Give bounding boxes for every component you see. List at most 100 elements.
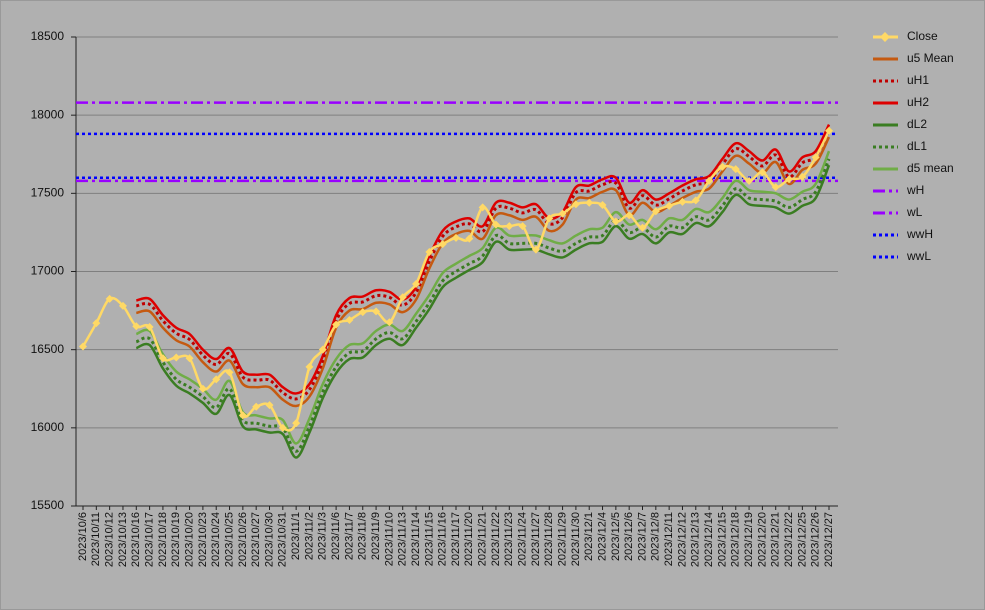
legend-label: wwL (906, 249, 931, 263)
x-tick-label: 2023/11/27 (530, 512, 542, 566)
data-point (571, 200, 580, 209)
x-tick-label: 2023/10/19 (170, 512, 182, 567)
data-point (558, 209, 567, 218)
x-tick-label: 2023/12/25 (796, 512, 808, 567)
x-tick-label: 2023/12/20 (756, 512, 768, 567)
data-point (79, 342, 87, 351)
data-point (465, 234, 474, 243)
data-point (305, 362, 314, 371)
x-tick-label: 2023/10/31 (277, 512, 289, 567)
x-tick-label: 2023/11/7 (343, 512, 355, 560)
data-point (292, 419, 301, 428)
data-point (505, 222, 514, 231)
x-tick-label: 2023/10/27 (250, 512, 262, 567)
data-point (651, 207, 660, 216)
x-tick-label: 2023/11/29 (556, 512, 568, 566)
legend-marker (880, 32, 890, 42)
data-point (212, 375, 221, 384)
legend-label: wH (906, 183, 924, 197)
x-tick-label: 2023/10/11 (90, 512, 102, 566)
x-tick-label: 2023/12/21 (770, 512, 782, 567)
data-point (158, 354, 167, 363)
data-point (758, 168, 767, 177)
x-tick-label: 2023/12/11 (663, 512, 675, 566)
x-tick-label: 2023/12/4 (596, 512, 608, 561)
x-tick-label: 2023/10/6 (77, 512, 89, 561)
y-tick-label: 18500 (31, 29, 65, 43)
x-tick-label: 2023/10/20 (183, 512, 195, 567)
data-point (625, 211, 634, 220)
x-tick-label: 2023/11/6 (330, 512, 342, 560)
data-point (531, 245, 540, 254)
x-tick-label: 2023/12/13 (690, 512, 702, 567)
x-tick-label: 2023/11/10 (383, 512, 395, 566)
data-point (611, 217, 620, 226)
data-point (345, 315, 354, 324)
x-tick-label: 2023/11/3 (317, 512, 329, 560)
data-point (132, 322, 141, 331)
data-point (665, 201, 674, 210)
x-tick-label: 2023/11/23 (503, 512, 515, 566)
data-point (318, 345, 327, 354)
data-point (825, 126, 833, 135)
data-point (771, 183, 780, 192)
x-tick-label: 2023/12/14 (703, 512, 715, 567)
x-tick-label: 2023/11/8 (357, 512, 369, 560)
data-point (372, 307, 381, 316)
y-tick-label: 17500 (31, 186, 65, 200)
data-point (425, 247, 434, 256)
data-point (678, 197, 687, 206)
legend-label: u5 Mean (907, 51, 954, 65)
x-tick-label: 2023/11/1 (290, 512, 302, 560)
data-point (705, 176, 714, 185)
x-tick-label: 2023/12/5 (610, 512, 622, 561)
x-tick-label: 2023/12/15 (716, 512, 728, 567)
x-tick-label: 2023/10/18 (157, 512, 169, 567)
x-tick-label: 2023/12/7 (636, 512, 648, 561)
x-tick-label: 2023/11/22 (490, 512, 502, 566)
series-line (135, 150, 831, 445)
data-point (598, 201, 607, 210)
data-point (225, 368, 234, 377)
data-point (731, 165, 740, 174)
data-point (718, 162, 727, 171)
x-tick-label: 2023/10/17 (144, 512, 156, 567)
x-tick-label: 2023/10/16 (130, 512, 142, 567)
x-tick-label: 2023/12/6 (623, 512, 635, 561)
x-tick-label: 2023/11/14 (410, 512, 422, 566)
x-tick-label: 2023/12/1 (583, 512, 595, 561)
x-tick-label: 2023/12/19 (743, 512, 755, 567)
data-point (118, 301, 127, 310)
data-point (172, 353, 181, 362)
data-point (358, 308, 367, 317)
x-tick-label: 2023/11/28 (543, 512, 555, 566)
legend-label: dL2 (907, 117, 927, 131)
x-tick-label: 2023/11/21 (477, 512, 489, 566)
y-tick-label: 18000 (31, 107, 65, 121)
x-tick-label: 2023/12/26 (810, 512, 822, 567)
data-point (332, 320, 341, 329)
data-point (638, 223, 647, 232)
y-tick-label: 16500 (31, 342, 65, 356)
data-point (398, 293, 407, 302)
series-line (136, 136, 831, 408)
data-point (478, 203, 487, 212)
x-tick-label: 2023/10/30 (263, 512, 275, 567)
x-tick-label: 2023/11/2 (303, 512, 315, 560)
series-line (136, 123, 831, 395)
x-tick-label: 2023/10/25 (223, 512, 235, 567)
data-point (545, 214, 554, 223)
legend-label: uH2 (907, 95, 929, 109)
x-tick-label: 2023/12/8 (650, 512, 662, 561)
data-point (798, 172, 807, 181)
x-tick-label: 2023/12/27 (823, 512, 835, 567)
x-tick-label: 2023/10/23 (197, 512, 209, 567)
data-point (238, 411, 247, 420)
x-tick-label: 2023/10/26 (237, 512, 249, 567)
x-tick-label: 2023/11/20 (463, 512, 475, 566)
legend-label: Close (907, 29, 938, 43)
data-point (785, 175, 794, 184)
x-tick-label: 2023/11/9 (370, 512, 382, 560)
data-point (198, 384, 207, 393)
